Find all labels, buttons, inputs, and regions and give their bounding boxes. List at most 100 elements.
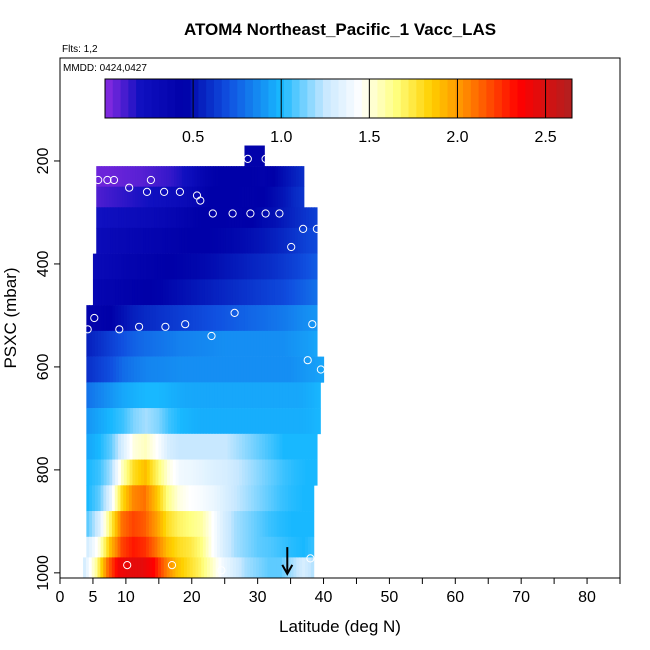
heatmap-cell: [224, 433, 229, 460]
heatmap-cell: [166, 186, 170, 208]
heatmap-cell: [178, 356, 182, 383]
heatmap-cell: [314, 207, 318, 229]
heatmap-cell: [311, 408, 315, 435]
heatmap-cell: [310, 511, 315, 538]
heatmap-cell: [244, 557, 248, 579]
heatmap-cell: [227, 253, 231, 280]
heatmap-cell: [251, 536, 255, 558]
heatmap-cell: [115, 408, 120, 435]
heatmap-cell: [172, 459, 177, 486]
heatmap-cell: [161, 330, 165, 357]
heatmap-cell: [214, 227, 219, 254]
heatmap-cell: [100, 536, 104, 558]
heatmap-cell: [140, 557, 145, 579]
heatmap-cell: [285, 166, 289, 188]
heatmap-cell: [98, 356, 102, 383]
heatmap-cell: [107, 207, 111, 229]
heatmap-cell: [120, 459, 125, 486]
heatmap-cell: [267, 459, 272, 486]
sample-point: [109, 175, 119, 185]
heatmap-cell: [261, 227, 266, 254]
heatmap-cell: [200, 166, 204, 188]
heatmap-cell: [214, 207, 219, 229]
heatmap-cell: [255, 382, 260, 409]
heatmap-cell: [236, 485, 241, 512]
heatmap-cell: [157, 536, 161, 558]
heatmap-cell: [95, 305, 99, 332]
heatmap-cell: [206, 227, 210, 254]
heatmap-cell: [111, 557, 116, 579]
heatmap-cell: [207, 186, 211, 208]
heatmap-cell: [286, 253, 290, 280]
heatmap-cell: [114, 511, 119, 538]
heatmap-cell: [251, 186, 256, 208]
heatmap-cell: [238, 253, 242, 280]
heatmap-cell: [160, 557, 165, 579]
heatmap-cell: [289, 227, 293, 254]
heatmap-cell: [217, 227, 221, 254]
heatmap-cell: [253, 459, 258, 486]
heatmap-cell: [253, 485, 258, 512]
heatmap-cell: [185, 279, 189, 306]
colorbar-segment: [525, 79, 534, 118]
heatmap-cell: [126, 536, 130, 558]
heatmap-cell: [230, 305, 234, 332]
heatmap-cell: [141, 433, 145, 460]
heatmap-cell: [86, 408, 90, 435]
heatmap-cell: [226, 382, 231, 409]
heatmap-cell: [292, 227, 296, 254]
heatmap-cell: [253, 433, 258, 460]
heatmap-cell: [260, 253, 265, 280]
heatmap-cell: [151, 227, 155, 254]
heatmap-cell: [283, 166, 287, 188]
heatmap-cell: [129, 330, 134, 357]
heatmap-cell: [236, 305, 240, 332]
heatmap-cell: [231, 207, 235, 229]
colorbar-segment: [463, 79, 472, 118]
heatmap-cell: [162, 382, 166, 409]
heatmap-cell: [222, 511, 227, 538]
heatmap-cell: [190, 356, 194, 383]
sample-point: [167, 561, 177, 570]
heatmap-cell: [238, 557, 243, 579]
heatmap-cell: [204, 459, 209, 486]
heatmap-cell: [120, 330, 125, 357]
heatmap-cell: [279, 382, 283, 409]
heatmap-cell: [158, 330, 162, 357]
heatmap-cell: [180, 536, 184, 558]
heatmap-cell: [202, 166, 206, 188]
heatmap-cell: [174, 279, 178, 306]
heatmap-cell: [115, 330, 119, 357]
heatmap-cell: [160, 485, 164, 512]
heatmap-cell: [133, 408, 137, 435]
heatmap-cell: [106, 186, 110, 208]
heatmap-cell: [137, 485, 141, 512]
heatmap-cell: [290, 356, 295, 383]
x-tick-label: 60: [446, 589, 464, 606]
heatmap-cell: [207, 459, 211, 486]
heatmap-cell: [144, 408, 149, 435]
heatmap-cell: [174, 186, 178, 208]
heatmap-cell: [185, 382, 190, 409]
heatmap-cell: [97, 433, 102, 460]
heatmap-cell: [149, 557, 153, 579]
heatmap-cell: [305, 408, 310, 435]
heatmap-cell: [98, 382, 102, 409]
heatmap-cell: [138, 459, 142, 486]
heatmap-cell: [268, 511, 272, 538]
colorbar-segment: [159, 79, 168, 118]
heatmap-cell: [262, 330, 266, 357]
heatmap-cell: [182, 279, 186, 306]
heatmap-cell: [169, 433, 174, 460]
colorbar-segment: [517, 79, 526, 118]
heatmap-cell: [250, 207, 255, 229]
heatmap-cell: [126, 253, 130, 280]
heatmap-cell: [111, 536, 116, 558]
heatmap-cell: [254, 166, 258, 188]
heatmap-cell: [145, 227, 150, 254]
x-tick-label: 10: [117, 589, 135, 606]
heatmap-cell: [162, 207, 166, 229]
heatmap-cell: [288, 382, 292, 409]
heatmap-cell: [251, 511, 255, 538]
heatmap-cell: [132, 305, 136, 332]
